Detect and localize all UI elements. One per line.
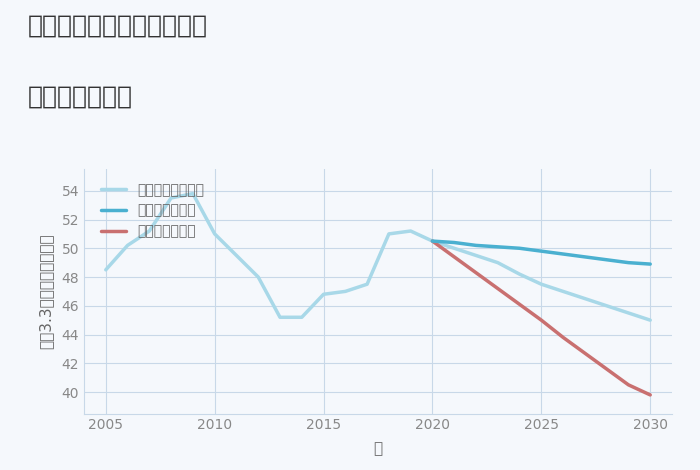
ノーマルシナリオ [407,228,415,234]
バッドシナリオ [428,238,437,244]
グッドシナリオ [472,243,480,248]
ノーマルシナリオ [298,314,306,320]
Legend: ノーマルシナリオ, グッドシナリオ, バッドシナリオ: ノーマルシナリオ, グッドシナリオ, バッドシナリオ [97,179,209,243]
グッドシナリオ [624,260,633,266]
グッドシナリオ [537,248,545,254]
バッドシナリオ [515,302,524,307]
ノーマルシナリオ [232,253,241,258]
Line: グッドシナリオ: グッドシナリオ [433,241,650,264]
ノーマルシナリオ [581,296,589,301]
Text: 土地の価格推移: 土地の価格推移 [28,85,133,109]
ノーマルシナリオ [167,195,175,201]
グッドシナリオ [646,261,654,267]
ノーマルシナリオ [211,231,219,237]
グッドシナリオ [515,245,524,251]
ノーマルシナリオ [363,282,371,287]
ノーマルシナリオ [603,303,611,309]
バッドシナリオ [494,286,502,291]
ノーマルシナリオ [559,289,567,294]
Line: バッドシナリオ: バッドシナリオ [433,241,650,395]
バッドシナリオ [624,382,633,388]
ノーマルシナリオ [254,274,262,280]
ノーマルシナリオ [646,317,654,323]
バッドシナリオ [537,317,545,323]
ノーマルシナリオ [450,245,459,251]
ノーマルシナリオ [145,228,153,234]
ノーマルシナリオ [515,271,524,277]
ノーマルシナリオ [428,238,437,244]
バッドシナリオ [472,270,480,275]
Text: 大阪府東大阪市玉串町東の: 大阪府東大阪市玉串町東の [28,14,208,38]
バッドシナリオ [581,351,589,356]
グッドシナリオ [559,251,567,257]
Y-axis label: 坪（3.3㎡）単価（万円）: 坪（3.3㎡）単価（万円） [38,234,53,349]
グッドシナリオ [581,254,589,260]
バッドシナリオ [559,335,567,340]
グッドシナリオ [494,244,502,250]
グッドシナリオ [428,238,437,244]
ノーマルシナリオ [102,267,110,273]
バッドシナリオ [603,366,611,372]
グッドシナリオ [450,240,459,245]
ノーマルシナリオ [472,253,480,258]
ノーマルシナリオ [123,243,132,248]
ノーマルシナリオ [319,291,328,297]
バッドシナリオ [450,254,459,260]
ノーマルシナリオ [276,314,284,320]
Line: ノーマルシナリオ: ノーマルシナリオ [106,194,650,320]
X-axis label: 年: 年 [373,441,383,456]
ノーマルシナリオ [494,260,502,266]
ノーマルシナリオ [341,289,349,294]
ノーマルシナリオ [385,231,393,237]
バッドシナリオ [646,392,654,398]
ノーマルシナリオ [189,191,197,196]
ノーマルシナリオ [624,310,633,316]
グッドシナリオ [603,257,611,263]
ノーマルシナリオ [537,282,545,287]
